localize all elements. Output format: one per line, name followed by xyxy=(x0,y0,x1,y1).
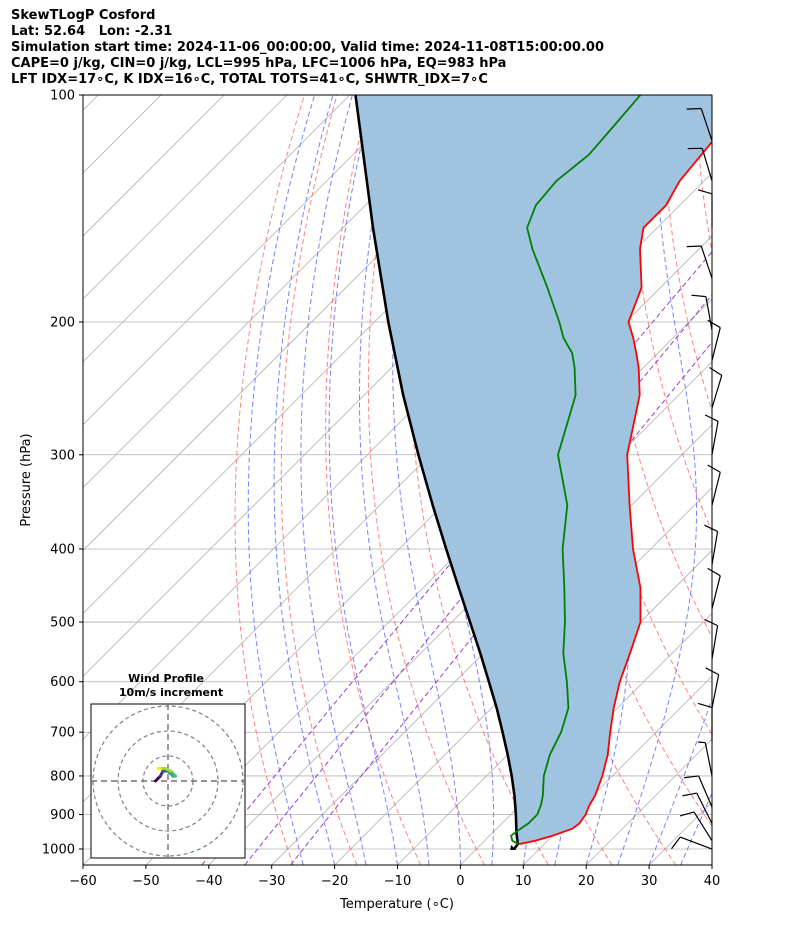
cape-fill xyxy=(355,95,712,849)
isotherm xyxy=(711,864,712,865)
moist-adiabat xyxy=(711,863,712,865)
dry-adiabat xyxy=(728,95,794,865)
hodograph-subtitle: 10m/s increment xyxy=(119,686,223,699)
y-tick-label: 600 xyxy=(50,675,75,690)
y-tick-label: 700 xyxy=(50,726,75,741)
x-axis-label: Temperature (∘C) xyxy=(339,897,454,912)
x-tick-label: 30 xyxy=(641,874,658,889)
wind-barb xyxy=(709,366,723,409)
x-tick-label: 10 xyxy=(515,874,532,889)
isotherm xyxy=(83,95,351,363)
y-tick-label: 400 xyxy=(50,542,75,557)
wind-barb xyxy=(686,107,713,141)
wind-barb xyxy=(707,567,721,609)
x-tick-label: −10 xyxy=(384,874,411,889)
profile-lines xyxy=(354,95,712,851)
dewpoint-line xyxy=(510,95,642,845)
wind-barb xyxy=(682,792,713,824)
isotherm xyxy=(83,95,288,300)
hodograph-ring xyxy=(117,730,219,832)
y-tick-label: 500 xyxy=(50,616,75,631)
y-tick-label: 100 xyxy=(50,89,75,104)
moist-adiabat xyxy=(359,95,430,865)
wind-barb xyxy=(679,811,713,842)
x-tick-label: −30 xyxy=(258,874,285,889)
x-tick-label: 0 xyxy=(456,874,464,889)
wind-barb xyxy=(705,667,720,709)
wind-barb xyxy=(704,414,719,455)
isotherm xyxy=(83,95,225,237)
axis-ticks: −60 −50 −40 −30 −20 −10 0 10 20 30 40 100 200 300 400 5… xyxy=(42,89,720,890)
temperature-line xyxy=(518,140,712,845)
moist-adiabat xyxy=(300,95,367,865)
isotherm xyxy=(83,95,476,489)
title-times: Simulation start time: 2024-11-06_00:00:… xyxy=(11,40,604,55)
wind-barb xyxy=(707,319,721,361)
isotherm xyxy=(83,95,413,426)
moist-adiabat xyxy=(392,95,461,865)
moist-adiabat xyxy=(680,791,712,865)
moist-adiabat xyxy=(617,95,698,865)
wind-barbs xyxy=(671,107,723,850)
moist-adiabat xyxy=(328,95,398,865)
wind-barb xyxy=(704,618,719,660)
isotherm xyxy=(523,675,712,865)
y-tick-label: 800 xyxy=(50,769,75,784)
wind-barb xyxy=(697,702,713,742)
x-tick-label: −40 xyxy=(195,874,222,889)
moist-adiabat xyxy=(648,697,712,865)
wind-barb xyxy=(687,147,713,182)
y-tick-label: 1000 xyxy=(42,843,75,858)
title-indices-line: LFT IDX=17∘C, K IDX=16∘C, TOTAL TOTS=41∘… xyxy=(11,72,488,87)
moist-adiabat xyxy=(247,95,316,865)
wind-barb xyxy=(691,294,713,331)
x-tick-label: 40 xyxy=(704,874,721,889)
title-cape-line: CAPE=0 j/kg, CIN=0 j/kg, LCL=995 hPa, LF… xyxy=(11,56,507,71)
dry-adiabat xyxy=(629,95,712,533)
title-location: Lat: 52.64 Lon: -2.31 xyxy=(11,24,173,39)
wind-barb xyxy=(704,524,719,566)
y-tick-label: 300 xyxy=(50,448,75,463)
y-tick-label: 200 xyxy=(50,315,75,330)
y-axis-label: Pressure (hPa) xyxy=(19,433,34,526)
wind-barb xyxy=(707,464,721,506)
dry-adiabat xyxy=(662,95,712,413)
dry-adiabat xyxy=(761,95,794,865)
x-tick-label: 20 xyxy=(578,874,595,889)
hodograph-title: Wind Profile xyxy=(128,672,204,685)
x-tick-label: −60 xyxy=(69,874,96,889)
y-tick-label: 900 xyxy=(50,808,75,823)
wind-barb xyxy=(697,189,713,228)
x-tick-label: −20 xyxy=(321,874,348,889)
isotherm xyxy=(775,95,794,865)
hodograph-inset: Wind Profile 10m/s increment xyxy=(90,672,246,859)
x-tick-label: −50 xyxy=(132,874,159,889)
title-station: SkewTLogP Cosford xyxy=(11,8,156,23)
wind-barb xyxy=(686,245,713,279)
wind-barb xyxy=(698,741,713,777)
dry-adiabat xyxy=(280,95,358,865)
isotherm xyxy=(334,487,712,865)
dry-adiabat xyxy=(694,95,712,255)
cape-fill-layer xyxy=(355,95,712,849)
chart-header: SkewTLogP Cosford Lat: 52.64 Lon: -2.31 … xyxy=(11,8,604,88)
parcel-profile-line xyxy=(354,95,520,850)
wind-barb xyxy=(671,836,713,850)
parcel-base-marker xyxy=(510,845,517,851)
dry-adiabat xyxy=(234,95,305,865)
isotherm xyxy=(271,424,712,865)
moist-adiabat xyxy=(273,95,336,865)
wind-barb xyxy=(684,775,713,808)
isotherm xyxy=(648,801,712,865)
